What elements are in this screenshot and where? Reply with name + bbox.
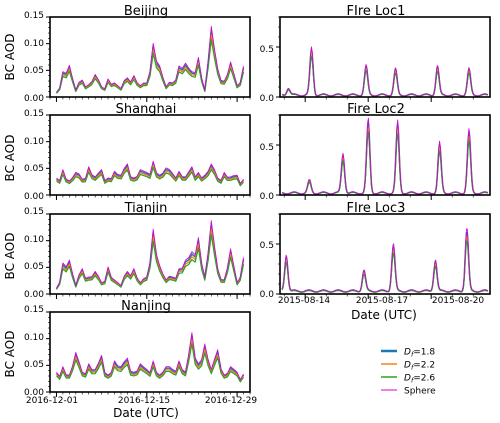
y-tick-label: 0.10 (24, 39, 44, 49)
series-line-sphere (56, 332, 244, 380)
panel-nanjing: Nanjing BC AOD 0.00 0.05 0.10 0.15 2016-… (3, 299, 257, 420)
panel-title: Tianjin (124, 201, 168, 216)
y-axis-label: BC AOD (3, 135, 17, 182)
series-line-df-2-2 (281, 236, 489, 293)
legend-label-df-2-2: Df=2.2 (404, 361, 435, 372)
y-tick-label: 0.0 (260, 192, 275, 202)
panel-shanghai: Shanghai BC AOD 0.00 0.05 0.10 0.15 (3, 102, 176, 202)
axes-frame (49, 114, 251, 196)
y-axis-label: BC AOD (3, 34, 17, 81)
x-tick-label: 2015-08-20 (432, 296, 485, 306)
x-tick-label: 2015-08-17 (356, 296, 408, 306)
panel-title: Beijing (124, 4, 168, 19)
panel-title: Shanghai (116, 102, 177, 117)
axes-frame (279, 114, 491, 196)
series-line-sphere (281, 117, 489, 195)
panel-title: FIre Loc1 (347, 4, 406, 19)
plot-area-2 (46, 213, 251, 299)
series-line-df-1-8 (281, 121, 489, 195)
y-tick-label: 0.10 (24, 137, 44, 147)
y-tick-label: 0.05 (24, 262, 44, 272)
y-tick-label: 0.5 (260, 143, 274, 153)
panel-fire-loc3: FIre Loc3 0.0 0.5 2015-08-14 2015-08-17 … (260, 201, 485, 322)
plot-area-3 (46, 311, 251, 397)
axes-frame (49, 213, 251, 295)
y-tick-label: 0.05 (24, 360, 44, 370)
plot-layer (46, 16, 491, 397)
y-axis-label: BC AOD (3, 233, 17, 280)
panel-title: Nanjing (121, 299, 171, 314)
y-tick-label: 0.10 (24, 235, 44, 245)
x-tick-label: 2016-12-15 (118, 396, 170, 406)
y-tick-label: 0.00 (24, 192, 44, 202)
series-line-df-2-6 (281, 132, 489, 195)
series-line-df-1-8 (281, 231, 489, 293)
axes-frame (279, 213, 491, 295)
legend-label-sphere: Sphere (404, 387, 436, 397)
axes-frame (49, 16, 251, 98)
y-tick-label: 0.00 (24, 388, 44, 398)
plot-area-4 (276, 16, 491, 102)
y-tick-label: 0.15 (24, 207, 44, 217)
y-tick-label: 0.0 (260, 290, 275, 300)
series-line-sphere (281, 228, 489, 293)
plot-area-1 (46, 114, 251, 200)
series-line-df-2-2 (281, 127, 489, 195)
x-tick-label: 2015-08-14 (278, 296, 331, 306)
panel-fire-loc1: FIre Loc1 0.0 0.5 (260, 4, 406, 104)
panel-beijing: Beijing BC AOD 0.00 0.05 0.10 0.15 (3, 4, 168, 104)
x-tick-label: 2016-12-01 (26, 396, 78, 406)
x-tick-label: 2016-12-29 (205, 396, 258, 406)
series-line-df-2-6 (281, 240, 489, 293)
x-axis-label: Date (UTC) (351, 308, 417, 322)
y-tick-label: 0.15 (24, 11, 44, 21)
legend-label-df-1-8: Df=1.8 (404, 348, 435, 359)
plot-area-0 (46, 16, 251, 102)
series-line-df-2-6 (56, 166, 244, 187)
legend-label-df-2-6: Df=2.6 (404, 374, 435, 385)
series-line-sphere (56, 25, 244, 93)
panel-title: FIre Loc3 (347, 201, 406, 216)
y-tick-label: 0.15 (24, 305, 44, 315)
y-tick-label: 0.10 (24, 333, 44, 343)
y-tick-label: 0.00 (24, 290, 44, 300)
y-tick-label: 0.05 (24, 66, 44, 76)
y-tick-label: 0.5 (260, 241, 274, 251)
legend: Df=1.8 Df=2.2 Df=2.6 Sphere (381, 348, 436, 397)
y-tick-label: 0.5 (260, 45, 274, 55)
series-line-sphere (56, 160, 244, 184)
panel-title: Fire Loc2 (347, 102, 405, 117)
panel-tianjin: Tianjin BC AOD 0.00 0.05 0.10 0.15 (3, 201, 167, 300)
plot-area-5 (276, 114, 491, 200)
y-axis-label: BC AOD (3, 331, 17, 378)
y-tick-label: 0.05 (24, 164, 44, 174)
y-tick-label: 0.15 (24, 109, 44, 119)
axes-frame (49, 311, 251, 393)
series-line-sphere (281, 46, 489, 97)
series-line-sphere (56, 220, 244, 289)
series-line-df-2-6 (55, 233, 245, 290)
series-line-df-2-6 (56, 39, 245, 94)
y-tick-label: 0.0 (260, 94, 275, 104)
panel-fire-loc2: Fire Loc2 0.0 0.5 (260, 102, 405, 202)
x-axis-label: Date (UTC) (113, 406, 179, 420)
plot-area-6 (276, 213, 491, 299)
series-line-df-2-6 (56, 343, 244, 383)
y-tick-label: 0.00 (24, 94, 44, 104)
